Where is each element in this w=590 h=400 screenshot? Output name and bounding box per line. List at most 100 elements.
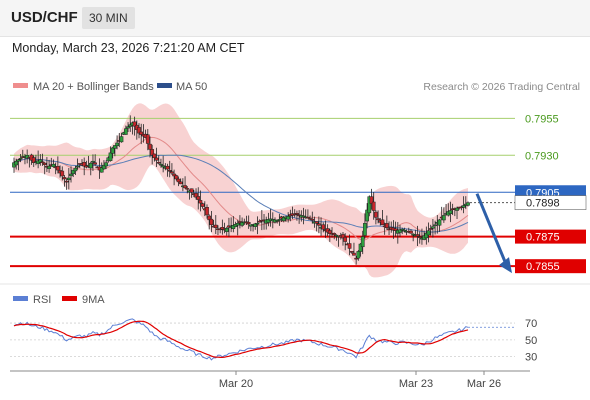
candle-body <box>40 161 45 164</box>
level-0-7875-label: 0.7875 <box>526 232 560 244</box>
rsi-panel: 70 50 30 <box>10 318 537 364</box>
candle-body <box>71 169 76 174</box>
candle-body <box>334 234 339 237</box>
candle-body <box>159 163 163 166</box>
candle-body <box>145 134 150 144</box>
candle-body <box>60 170 65 177</box>
candle-body <box>360 236 365 248</box>
candle-body <box>207 215 212 221</box>
candle-body <box>354 257 358 260</box>
rsi-ma-line <box>13 320 469 358</box>
ma50-legend-label: MA 50 <box>176 81 207 93</box>
candle-body <box>327 230 332 234</box>
candle-body <box>341 234 345 239</box>
candle-body <box>18 158 23 160</box>
candle-body <box>220 227 225 230</box>
candle-body <box>358 243 363 252</box>
candle-body <box>132 121 137 127</box>
candle-body <box>183 185 187 189</box>
candle-body <box>62 177 67 180</box>
candle-body <box>119 136 124 143</box>
rsi-legend-label: RSI <box>33 294 51 306</box>
candle-body <box>128 124 133 127</box>
candle-body <box>314 221 319 224</box>
forecast-arrow-shaft <box>475 193 508 265</box>
candle-body <box>461 205 466 208</box>
level-0-7875-tag <box>515 229 586 244</box>
candle-body <box>213 224 218 228</box>
ma20-legend-label: MA 20 + Bollinger Bands <box>33 81 154 93</box>
candle-body <box>56 166 60 171</box>
candle-body <box>66 177 71 181</box>
candle-body <box>205 207 209 216</box>
symbol-title: USD/CHF <box>11 9 78 26</box>
candle-body <box>154 157 159 161</box>
timeframe-button[interactable]: 30 MIN <box>82 7 135 29</box>
candle-body <box>257 220 262 223</box>
candle-body <box>200 203 205 207</box>
candle-body <box>400 228 405 231</box>
candle-body <box>178 181 183 185</box>
candle-body <box>170 171 174 174</box>
credit-text: Research © 2026 Trading Central <box>423 81 580 93</box>
candle-body <box>426 230 431 236</box>
candle-body <box>174 175 179 180</box>
candle-body <box>349 251 354 253</box>
candle-body <box>148 143 152 150</box>
candle-body <box>286 216 291 220</box>
candle-body <box>437 219 442 226</box>
candle-body <box>25 155 30 159</box>
candle-body <box>277 219 282 221</box>
candle-body <box>424 232 429 239</box>
candle-body <box>306 216 310 219</box>
candle-body <box>374 211 378 218</box>
candle-body <box>455 207 459 211</box>
candle-body <box>104 162 108 167</box>
candle-body <box>255 223 260 225</box>
candle-body <box>189 188 194 193</box>
candle-body <box>31 157 36 163</box>
candle-body <box>448 210 453 214</box>
candle-body <box>369 196 374 204</box>
candle-body <box>93 162 97 165</box>
candle-body <box>102 164 106 170</box>
candlesticks <box>12 115 470 265</box>
candle-body <box>194 193 198 198</box>
level-0-7955-label: 0.7955 <box>525 113 559 125</box>
candle-body <box>431 226 435 229</box>
candle-body <box>466 202 470 206</box>
rsi-ma-legend-swatch <box>62 296 77 301</box>
x-tick-label: Mar 26 <box>467 378 501 390</box>
candle-body <box>99 167 104 173</box>
candle-body <box>310 218 315 221</box>
candle-body <box>16 159 21 162</box>
bollinger-band-area <box>14 103 468 278</box>
candle-body <box>161 165 165 168</box>
x-tick-label: Mar 23 <box>399 378 433 390</box>
candle-body <box>152 153 157 159</box>
candle-body <box>42 162 47 165</box>
candle-body <box>411 233 416 236</box>
candle-body <box>253 223 258 227</box>
rsi-line <box>13 318 469 361</box>
candle-body <box>108 152 113 161</box>
level-0-7855-tag <box>515 259 586 274</box>
candle-body <box>137 127 141 134</box>
candle-body <box>365 209 369 222</box>
candle-body <box>367 196 372 214</box>
candle-body <box>110 147 115 154</box>
forecast-arrow <box>475 193 512 274</box>
candle-body <box>402 229 407 232</box>
candle-body <box>363 223 367 236</box>
candle-body <box>124 128 128 135</box>
level-0-7855-label: 0.7855 <box>526 261 560 273</box>
candle-body <box>176 178 181 183</box>
candle-body <box>165 165 170 170</box>
forecast-arrow-head <box>499 257 512 274</box>
candle-body <box>409 230 413 234</box>
candle-body <box>275 220 280 222</box>
candle-body <box>139 131 144 135</box>
